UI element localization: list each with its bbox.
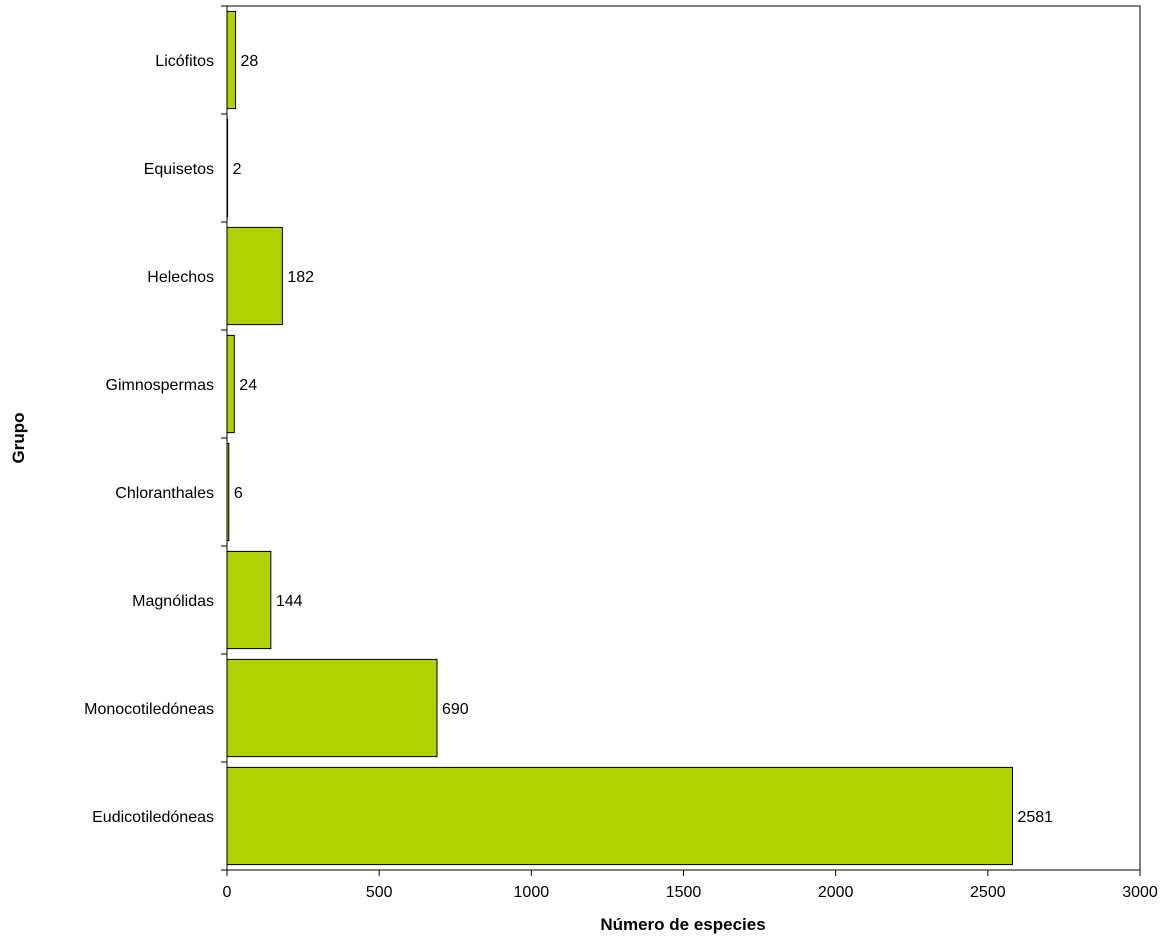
x-tick-label: 3000 xyxy=(1122,884,1158,901)
bar xyxy=(226,118,229,218)
bar-value-label: 6 xyxy=(234,485,243,502)
bar-value-label: 144 xyxy=(276,593,303,610)
x-axis-title: Número de especies xyxy=(600,915,765,934)
y-tick-label: Magnólidas xyxy=(132,593,214,610)
bar xyxy=(226,658,438,758)
x-tick-label: 1500 xyxy=(666,884,702,901)
bar-value-label: 690 xyxy=(442,701,469,718)
y-tick-label: Helechos xyxy=(147,269,214,286)
bar-value-label: 2581 xyxy=(1017,809,1053,826)
bar xyxy=(226,550,272,650)
bar xyxy=(226,334,235,434)
x-tick-label: 0 xyxy=(223,884,232,901)
x-tick-label: 2000 xyxy=(818,884,854,901)
bar-value-label: 182 xyxy=(287,269,314,286)
bar xyxy=(226,766,1013,866)
y-tick-label: Gimnospermas xyxy=(106,377,214,394)
y-tick-label: Equisetos xyxy=(144,161,214,178)
y-axis-title: Grupo xyxy=(9,413,28,464)
y-tick-label: Chloranthales xyxy=(115,485,214,502)
bar xyxy=(226,442,230,542)
y-tick-label: Licófitos xyxy=(155,53,214,70)
y-tick-label: Monocotiledóneas xyxy=(84,701,214,718)
y-tick-label: Eudicotiledóneas xyxy=(92,809,214,826)
x-tick-label: 1000 xyxy=(514,884,550,901)
bar xyxy=(226,226,283,326)
bar-value-label: 24 xyxy=(239,377,257,394)
bar-value-label: 2 xyxy=(233,161,242,178)
x-tick-label: 500 xyxy=(366,884,393,901)
bar xyxy=(226,10,237,110)
bar-value-label: 28 xyxy=(241,53,259,70)
x-tick-label: 2500 xyxy=(970,884,1006,901)
